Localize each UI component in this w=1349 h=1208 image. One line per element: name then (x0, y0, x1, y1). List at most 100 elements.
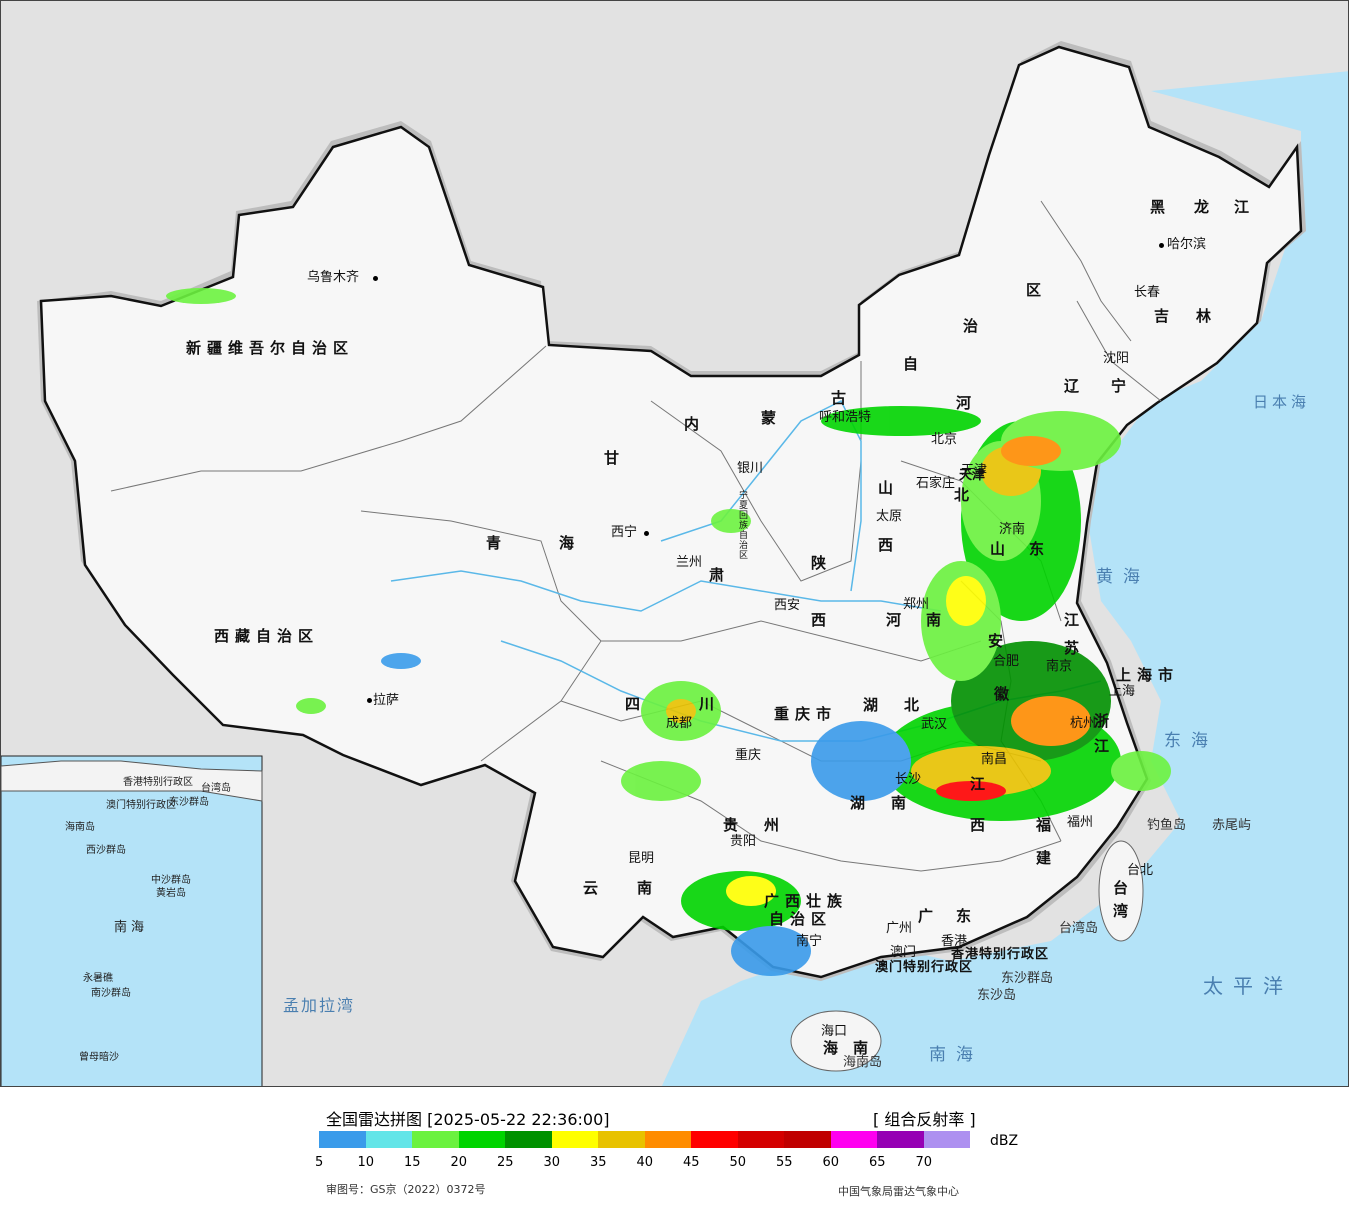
city-hohhot: 呼和浩特 (819, 410, 872, 425)
color-swatch (923, 1131, 970, 1148)
city-shenyang: 沈阳 (1103, 351, 1130, 366)
color-swatch (551, 1131, 598, 1148)
unit-label: dBZ (990, 1133, 1019, 1149)
tick-label: 20 (450, 1155, 468, 1170)
city-hefei: 合肥 (993, 654, 1020, 669)
label-nmg-4: 自 (903, 355, 925, 373)
inset-yongshu: 永暑礁 (83, 973, 113, 984)
city-lhasa: 拉萨 (373, 693, 400, 708)
tick-label: 35 (590, 1155, 607, 1170)
label-hainan-1: 海 (823, 1039, 845, 1057)
tick-label: 45 (683, 1155, 700, 1170)
city-urumqi: 乌鲁木齐 (307, 270, 360, 285)
island-hainan: 海南岛 (843, 1055, 883, 1070)
label-qinghai-2: 海 (559, 534, 581, 552)
tick-label: 25 (497, 1155, 514, 1170)
color-swatch (412, 1131, 459, 1148)
city-dot (644, 531, 649, 536)
color-swatch (644, 1131, 691, 1148)
sea-bengal: 孟加拉湾 (283, 996, 356, 1015)
sea-area (661, 71, 1348, 1086)
city-guangzhou: 广州 (886, 921, 913, 936)
tick-label: 50 (729, 1155, 747, 1170)
sea-yellow: 黄海 (1096, 567, 1150, 587)
label-hebei-2: 北 (954, 486, 976, 504)
city-dot (373, 276, 378, 281)
label-guizhou-1: 贵 (723, 816, 745, 834)
label-jilin-1: 吉 (1154, 307, 1176, 325)
label-fujian-2: 建 (1036, 849, 1058, 867)
inset-huangyan: 黄岩岛 (156, 888, 186, 899)
tick-label: 30 (543, 1155, 561, 1170)
label-chongqing: 重庆市 (774, 705, 838, 723)
inset-xisha: 西沙群岛 (86, 845, 126, 856)
label-jiangxi-2: 西 (970, 816, 992, 834)
tick-label: 10 (357, 1155, 375, 1170)
city-dot (367, 698, 372, 703)
city-guiyang: 贵阳 (730, 834, 757, 849)
label-xinjiang: 新疆维吾尔自治区 (186, 339, 355, 357)
color-swatch (365, 1131, 412, 1148)
city-shanghai: 上海 (1109, 684, 1136, 699)
label-heilongjiang-1: 黑 (1150, 198, 1172, 216)
city-xining: 西宁 (611, 525, 638, 540)
city-shijiazhuang: 石家庄 (916, 476, 956, 491)
label-guangdong-2: 东 (956, 907, 978, 925)
label-shaanxi-2: 西 (811, 611, 833, 629)
label-yunnan-2: 南 (637, 879, 659, 897)
label-liaoning-2: 宁 (1111, 377, 1133, 395)
inset-south-sea: 南海 (114, 920, 149, 935)
label-anhui-2: 徽 (994, 685, 1016, 703)
color-swatch (737, 1131, 784, 1148)
radar-map[interactable]: 新疆维吾尔自治区 西藏自治区 青 海 内 蒙 古 黑 龙 江 吉 林 辽 宁 河… (0, 0, 1349, 1087)
tick-label: 40 (636, 1155, 654, 1170)
label-hunan-1: 湖 (850, 794, 872, 812)
label-neimenggu-3: 古 (831, 389, 853, 407)
sea-south: 南海 (929, 1045, 983, 1065)
label-shanxi-2: 西 (878, 536, 900, 554)
city-nanchang: 南昌 (981, 752, 1008, 767)
label-shandong-1: 山 (990, 540, 1012, 558)
hainan-island (790, 1010, 882, 1072)
label-jilin-2: 林 (1196, 307, 1218, 325)
sea-east: 东海 (1164, 731, 1218, 751)
label-zhejiang-1: 浙 (1094, 712, 1116, 730)
color-scale-bar (319, 1131, 970, 1148)
label-ningxia: 宁夏回族自治区 (739, 491, 749, 561)
south-china-sea-inset (1, 755, 263, 1086)
label-guangxi-2: 自治区 (769, 910, 833, 928)
city-hongkong: 香港 (941, 934, 968, 949)
city-fuzhou: 福州 (1067, 815, 1094, 830)
label-shanxi-1: 山 (878, 479, 900, 497)
label-shaanxi-1: 陕 (811, 554, 833, 572)
label-hongkong: 香港特别行政区 (951, 947, 1050, 962)
tick-label: 60 (822, 1155, 840, 1170)
tick-label: 55 (776, 1155, 793, 1170)
inset-zhongsha: 中沙群岛 (151, 875, 191, 886)
label-gansu-2: 肃 (709, 566, 731, 584)
label-henan-1: 河 (886, 611, 908, 629)
label-tianjin-prov: 天津 (959, 468, 986, 483)
label-macao: 澳门特别行政区 (875, 960, 974, 975)
label-jiangsu-1: 江 (1064, 611, 1086, 629)
island-dongsha: 东沙岛 (977, 988, 1017, 1003)
city-nanjing: 南京 (1046, 659, 1073, 674)
color-swatch (877, 1131, 924, 1148)
label-heilongjiang-2: 龙 (1194, 198, 1216, 216)
label-hebei-1: 河 (956, 394, 978, 412)
map-graphics (1, 41, 1348, 1086)
label-neimenggu-2: 蒙 (761, 409, 783, 427)
label-heilongjiang-3: 江 (1234, 198, 1256, 216)
city-macao: 澳门 (890, 945, 917, 960)
island-dongsha-qundao: 东沙群岛 (1001, 971, 1054, 986)
city-jinan: 济南 (999, 522, 1026, 537)
label-sichuan-1: 四 (625, 695, 647, 713)
tick-label: 5 (315, 1155, 324, 1170)
label-hubei-2: 北 (904, 696, 926, 714)
label-anhui-1: 安 (988, 632, 1010, 650)
city-wuhan: 武汉 (921, 717, 948, 732)
inset-dongsha: 东沙群岛 (169, 797, 209, 808)
label-guangxi-1: 广西壮族 (764, 892, 849, 910)
city-dot (1159, 243, 1164, 248)
color-swatch (319, 1131, 366, 1148)
